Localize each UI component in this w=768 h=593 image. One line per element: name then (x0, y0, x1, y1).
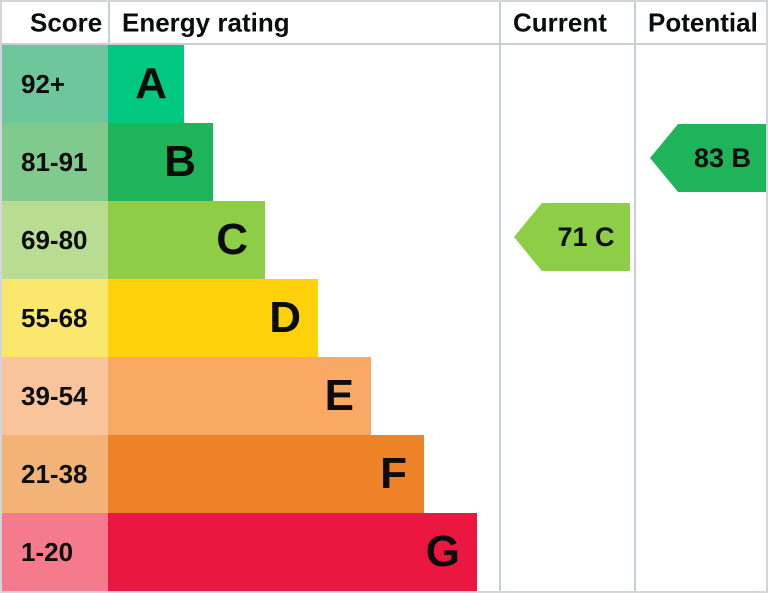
header-energy-rating: Energy rating (122, 7, 290, 37)
rating-bar-f: F (108, 435, 424, 513)
divider-current-potential (634, 2, 636, 591)
band-letter-f: F (380, 449, 407, 498)
header-score: Score (30, 7, 103, 37)
score-range-a: 92+ (2, 45, 108, 123)
band-row-g: 1-20 G (2, 513, 766, 591)
band-letter-g: G (425, 527, 460, 576)
rating-bar-b: B (108, 123, 213, 201)
potential-arrow: 83 B (650, 124, 766, 192)
band-row-c: 69-80 C (2, 201, 766, 279)
rating-bar-a: A (108, 45, 184, 123)
band-letter-b: B (164, 137, 196, 186)
band-row-d: 55-68 D (2, 279, 766, 357)
rating-bar-d: D (108, 279, 318, 357)
score-range-e: 39-54 (2, 357, 108, 435)
score-range-b: 81-91 (2, 123, 108, 201)
score-range-c: 69-80 (2, 201, 108, 279)
band-letter-e: E (324, 371, 354, 420)
divider-score-rating (108, 2, 110, 45)
potential-arrow-label: 83 B (693, 142, 752, 173)
band-row-b: 81-91 B (2, 123, 766, 201)
band-rows: 92+ A 81-91 B 69-80 C 55-68 D 39-54 E 21… (2, 45, 766, 591)
score-range-g: 1-20 (2, 513, 108, 591)
header-current: Current (513, 7, 607, 37)
score-range-f: 21-38 (2, 435, 108, 513)
score-range-d: 55-68 (2, 279, 108, 357)
header-potential: Potential (648, 7, 758, 37)
band-letter-d: D (269, 293, 301, 342)
band-row-f: 21-38 F (2, 435, 766, 513)
band-row-e: 39-54 E (2, 357, 766, 435)
rating-bar-g: G (108, 513, 477, 591)
current-arrow: 71 C (514, 203, 630, 271)
band-letter-c: C (216, 215, 248, 264)
band-letter-a: A (135, 59, 167, 108)
band-row-a: 92+ A (2, 45, 766, 123)
current-arrow-label: 71 C (557, 221, 615, 252)
rating-bar-c: C (108, 201, 265, 279)
divider-rating-current (499, 2, 501, 591)
rating-bar-e: E (108, 357, 371, 435)
header-row: Score Energy rating Current Potential (2, 2, 766, 45)
